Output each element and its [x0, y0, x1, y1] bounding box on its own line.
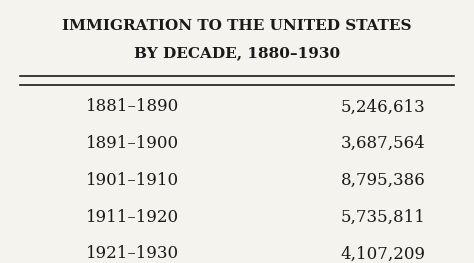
- Text: 4,107,209: 4,107,209: [341, 245, 426, 262]
- Text: 1891–1900: 1891–1900: [86, 135, 179, 152]
- Text: 1911–1920: 1911–1920: [86, 209, 179, 226]
- Text: BY DECADE, 1880–1930: BY DECADE, 1880–1930: [134, 46, 340, 60]
- Text: 5,735,811: 5,735,811: [341, 209, 426, 226]
- Text: 3,687,564: 3,687,564: [341, 135, 426, 152]
- Text: IMMIGRATION TO THE UNITED STATES: IMMIGRATION TO THE UNITED STATES: [62, 19, 412, 33]
- Text: 1881–1890: 1881–1890: [86, 98, 180, 115]
- Text: 1921–1930: 1921–1930: [86, 245, 179, 262]
- Text: 5,246,613: 5,246,613: [341, 98, 426, 115]
- Text: 8,795,386: 8,795,386: [341, 172, 426, 189]
- Text: 1901–1910: 1901–1910: [86, 172, 179, 189]
